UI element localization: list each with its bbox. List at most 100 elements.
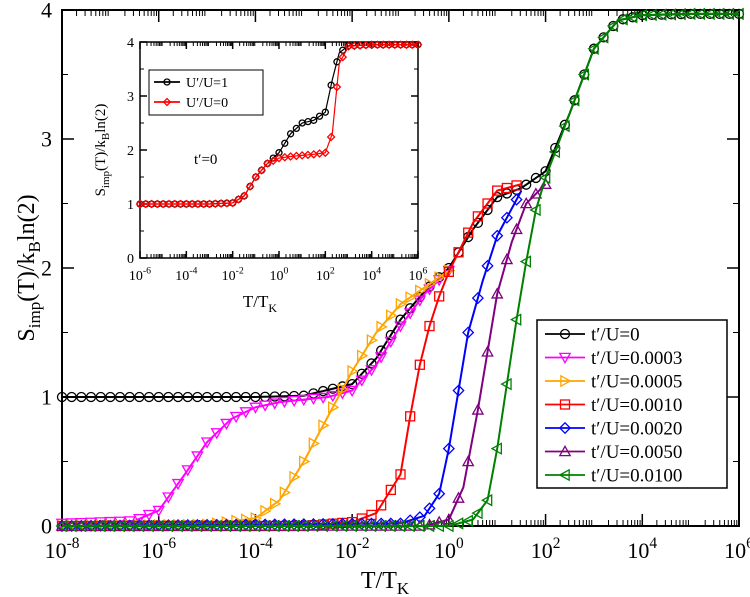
data-point (281, 139, 289, 147)
data-point (191, 451, 204, 463)
inset-series-layer (135, 40, 423, 209)
data-point (463, 227, 474, 238)
data-point (163, 391, 174, 403)
y-tick-label: 0 (127, 252, 134, 267)
data-point (519, 255, 532, 268)
x-tick-label: 106 (409, 266, 428, 284)
data-point (153, 391, 164, 403)
data-point (442, 265, 456, 278)
legend-marker (163, 78, 171, 86)
legend-label: t′/U=0.0003 (591, 348, 682, 369)
data-point (394, 321, 407, 333)
data-point (396, 40, 405, 50)
data-point (239, 191, 249, 201)
main-legend-box (536, 319, 728, 489)
data-point (597, 31, 609, 44)
data-point (104, 519, 117, 532)
x-tick-label: 10-6 (129, 266, 151, 284)
data-point (405, 291, 417, 304)
data-point (162, 492, 175, 504)
x-tick-label: 102 (316, 266, 335, 284)
data-point (308, 437, 320, 450)
legend-marker (162, 97, 172, 107)
legend-label: t′/U=0.0005 (591, 372, 682, 393)
data-point (315, 112, 324, 120)
data-point (452, 491, 465, 503)
x-tick-label: 10-2 (222, 266, 244, 284)
data-point (378, 40, 388, 50)
data-point (193, 199, 203, 209)
data-point (211, 391, 222, 403)
data-point (471, 506, 483, 520)
data-point (147, 199, 156, 209)
data-point (318, 419, 330, 432)
data-point (164, 199, 174, 209)
data-point (511, 180, 522, 191)
data-point (481, 259, 494, 272)
data-point (413, 295, 427, 307)
data-point (141, 199, 151, 209)
x-tick-label: 104 (627, 535, 657, 563)
data-point (250, 391, 261, 403)
data-point (205, 199, 214, 209)
data-point (356, 368, 367, 379)
data-point (268, 156, 278, 166)
data-point (413, 40, 423, 50)
x-tick-label: 10-2 (335, 535, 370, 563)
data-point (182, 391, 193, 403)
data-point (234, 195, 243, 204)
data-point (105, 391, 116, 403)
data-point (192, 391, 203, 403)
data-point (278, 396, 291, 409)
legend-label: U′/U=1 (186, 76, 228, 91)
data-point (187, 199, 197, 209)
data-point (403, 308, 417, 320)
data-point (424, 320, 435, 332)
x-tick-label: 10-4 (238, 535, 273, 563)
data-point (616, 13, 628, 26)
data-point (257, 165, 266, 175)
data-point (230, 391, 242, 403)
data-point (347, 364, 359, 378)
data-point (269, 391, 280, 402)
data-point (76, 391, 87, 403)
y-tick-label: 2 (127, 144, 134, 159)
data-point (414, 359, 425, 370)
x-tick-label: 10-4 (175, 266, 197, 284)
legend-item: t′/U=0 (545, 325, 640, 346)
data-point (374, 352, 388, 364)
data-point (500, 377, 512, 391)
data-point (275, 149, 283, 157)
data-point (490, 442, 503, 455)
data-point (558, 119, 570, 133)
x-tick-label: 100 (270, 266, 289, 284)
legend-marker (558, 421, 572, 435)
data-point (298, 455, 311, 468)
data-point (402, 40, 411, 50)
data-point (373, 40, 382, 50)
data-point (519, 196, 533, 209)
data-point (307, 393, 320, 406)
legend-item: t′/U=0.0010 (545, 395, 682, 416)
data-point (251, 172, 261, 182)
y-tick-label: 4 (127, 36, 134, 51)
data-point (239, 407, 253, 419)
x-tick-label: 10-8 (45, 535, 80, 563)
data-point (229, 411, 243, 424)
data-point (200, 437, 214, 449)
data-point (423, 502, 436, 515)
data-point (433, 487, 446, 500)
data-point (66, 391, 77, 403)
inset-y-axis-label: Simp(T)/kBln(2) (93, 104, 112, 197)
legend-label: U′/U=0 (186, 96, 228, 111)
legend-item: t′/U=0.0050 (545, 442, 682, 463)
data-point (326, 132, 336, 142)
x-tick-label: 102 (531, 535, 561, 563)
data-point (367, 40, 377, 50)
data-point (453, 247, 464, 258)
legend-item: t′/U=0.0100 (545, 466, 682, 487)
legend-label: t′/U=0.0100 (591, 466, 682, 487)
data-point (490, 287, 504, 299)
